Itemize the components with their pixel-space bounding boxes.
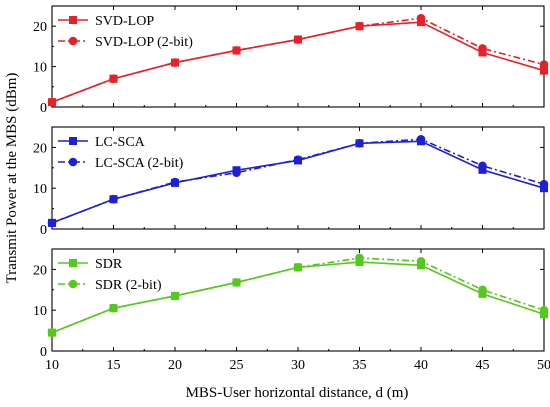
data-point — [540, 184, 548, 193]
x-tick-labels: 10 15 20 25 30 35 40 45 50 — [45, 358, 550, 373]
data-point — [171, 58, 179, 67]
y-tick-label: 0 — [40, 101, 47, 116]
series-line — [51, 138, 545, 224]
data-point — [232, 278, 241, 287]
data-point — [355, 258, 364, 267]
data-point — [417, 261, 425, 270]
series-lc-sca — [48, 137, 548, 227]
y-axis-label: Transmit Power at the MBS (dBm) — [4, 73, 20, 284]
data-point — [294, 35, 302, 44]
x-tick-label: 15 — [107, 358, 121, 373]
y-tick-label: 20 — [33, 20, 47, 35]
legend-marker — [69, 259, 77, 267]
data-point — [109, 74, 118, 83]
series-svd-lop — [48, 18, 548, 107]
y-tick-label: 10 — [33, 304, 47, 319]
legend: SDR SDR (2-bit) — [58, 257, 162, 293]
legend-label: LC-SCA — [95, 135, 146, 150]
x-tick-label: 25 — [230, 358, 244, 373]
data-point — [478, 48, 487, 57]
data-point — [417, 137, 425, 146]
data-point — [417, 18, 425, 27]
legend-label: LC-SCA (2-bit) — [95, 156, 184, 171]
y-tick-label: 20 — [33, 263, 47, 278]
x-tick-label: 40 — [414, 358, 428, 373]
panel-3: 0 10 20 SDR SDR (2-bit) — [33, 248, 549, 360]
legend-marker — [68, 279, 78, 289]
data-point — [232, 166, 241, 175]
y-tick-label: 10 — [33, 61, 47, 76]
series-line — [51, 17, 545, 103]
panel-2: 0 10 20 LC-SCA LC-SCA (2-bit) — [33, 126, 549, 238]
data-point — [48, 328, 56, 337]
y-tick-label: 0 — [40, 223, 47, 238]
legend-label: SDR (2-bit) — [95, 278, 162, 293]
x-tick-label: 10 — [45, 358, 59, 373]
legend-marker — [68, 36, 78, 46]
legend: SVD-LOP SVD-LOP (2-bit) — [58, 14, 193, 50]
data-point — [109, 304, 118, 313]
data-point — [478, 165, 487, 174]
data-point — [48, 98, 56, 107]
data-point — [540, 66, 548, 75]
y-tick-label: 0 — [40, 345, 47, 360]
x-tick-label: 30 — [291, 358, 305, 373]
series-line — [51, 261, 545, 334]
legend-marker — [68, 157, 78, 167]
data-point — [171, 291, 179, 300]
x-axis-label: MBS-User horizontal distance, d (m) — [186, 385, 409, 401]
legend-label: SDR — [95, 257, 123, 272]
y-tick-label: 10 — [33, 182, 47, 197]
x-tick-label: 50 — [537, 358, 550, 373]
legend: LC-SCA LC-SCA (2-bit) — [58, 135, 184, 171]
y-tick-label: 20 — [33, 141, 47, 156]
data-point — [540, 310, 548, 319]
legend-marker — [69, 16, 77, 24]
series-sdr — [48, 258, 548, 337]
legend-label: SVD-LOP (2-bit) — [95, 35, 193, 50]
data-point — [232, 46, 241, 55]
data-point — [294, 263, 302, 272]
data-point — [355, 139, 364, 148]
data-point — [355, 22, 364, 31]
data-point — [48, 218, 56, 227]
legend-marker — [69, 137, 77, 145]
data-point — [109, 195, 118, 204]
x-tick-label: 20 — [168, 358, 182, 373]
data-point — [294, 156, 302, 165]
data-point — [171, 178, 179, 187]
panel-1: 0 10 20 SVD-LOP SVD-LOP (2-bit) — [33, 5, 549, 116]
x-tick-label: 35 — [353, 358, 367, 373]
series-line — [51, 140, 545, 224]
legend-label: SVD-LOP — [95, 14, 154, 29]
data-point — [478, 289, 487, 298]
x-tick-label: 45 — [476, 358, 490, 373]
